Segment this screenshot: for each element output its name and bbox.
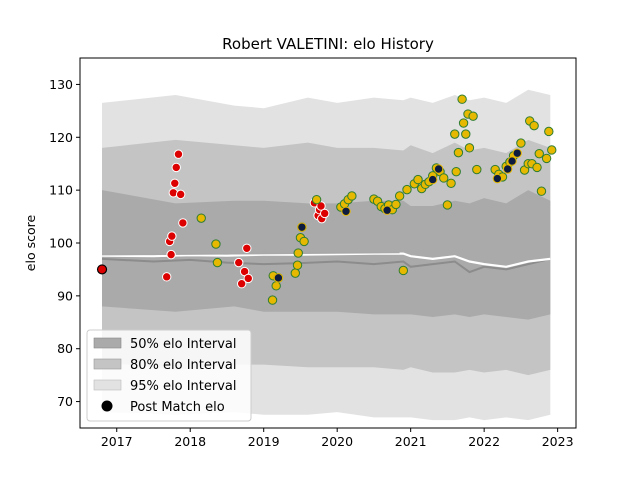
navy-point bbox=[512, 148, 522, 158]
win-point bbox=[267, 295, 278, 305]
win-point bbox=[196, 213, 206, 223]
y-tick-label: 130 bbox=[49, 77, 73, 92]
gray-elo-segment bbox=[101, 251, 400, 256]
loss-point bbox=[167, 231, 177, 241]
win-point bbox=[402, 184, 412, 195]
win-point bbox=[529, 120, 539, 131]
loss-point bbox=[319, 208, 330, 219]
y-tick-label: 70 bbox=[57, 394, 73, 409]
win-point bbox=[461, 129, 471, 139]
legend-label-80: 80% elo Interval bbox=[130, 358, 237, 373]
navy-point bbox=[507, 156, 517, 166]
win-point bbox=[544, 126, 554, 137]
win-point bbox=[534, 148, 544, 159]
x-tick-label: 2022 bbox=[468, 434, 500, 449]
match-points bbox=[96, 94, 557, 305]
y-axis: 70 80 90 100 110 120 130 bbox=[49, 77, 80, 409]
navy-point bbox=[382, 205, 392, 215]
win-point bbox=[547, 145, 557, 155]
chart-title: Robert VALETINI: elo History bbox=[222, 35, 434, 53]
x-tick-label: 2018 bbox=[174, 434, 206, 449]
y-tick-label: 80 bbox=[57, 341, 73, 356]
legend: 50% elo Interval 80% elo Interval 95% el… bbox=[86, 329, 252, 422]
navy-point bbox=[428, 174, 438, 185]
x-tick-label: 2020 bbox=[321, 434, 353, 449]
win-point bbox=[311, 194, 322, 205]
y-tick-label: 110 bbox=[49, 183, 73, 198]
win-point bbox=[292, 260, 303, 270]
loss-point bbox=[316, 201, 326, 211]
win-point bbox=[472, 164, 482, 175]
legend-box bbox=[86, 329, 252, 422]
y-tick-label: 90 bbox=[57, 288, 73, 303]
win-point bbox=[442, 200, 453, 210]
win-point bbox=[453, 147, 464, 158]
win-point bbox=[532, 162, 542, 173]
navy-point bbox=[273, 273, 284, 283]
y-tick-label: 100 bbox=[49, 236, 73, 251]
win-point bbox=[516, 138, 526, 148]
loss-point bbox=[171, 162, 181, 173]
x-tick-label: 2019 bbox=[248, 434, 280, 449]
win-point bbox=[290, 268, 301, 278]
legend-label-post: Post Match elo bbox=[130, 400, 225, 415]
win-point bbox=[299, 236, 309, 247]
navy-point bbox=[433, 164, 444, 174]
legend-swatch-50 bbox=[93, 337, 122, 349]
win-point bbox=[271, 281, 281, 291]
win-point bbox=[457, 94, 467, 104]
win-point bbox=[464, 143, 475, 153]
loss-point bbox=[242, 243, 252, 253]
win-point bbox=[439, 173, 449, 183]
win-point bbox=[398, 265, 409, 276]
legend-swatch-80 bbox=[93, 358, 122, 370]
win-point bbox=[211, 239, 221, 249]
win-point bbox=[536, 186, 547, 196]
navy-point bbox=[492, 173, 503, 184]
win-point bbox=[450, 129, 460, 139]
navy-point bbox=[341, 206, 351, 216]
x-tick-label: 2023 bbox=[542, 434, 574, 449]
x-tick-label: 2021 bbox=[395, 434, 427, 449]
x-axis: 2017 2018 2019 2020 2021 2022 2023 bbox=[101, 428, 574, 449]
win-point bbox=[413, 174, 423, 185]
navy-point bbox=[297, 222, 307, 232]
win-point bbox=[446, 178, 456, 188]
loss-point bbox=[234, 257, 244, 268]
y-axis-label: elo score bbox=[23, 215, 38, 272]
loss-point bbox=[178, 218, 188, 228]
loss-point bbox=[170, 178, 180, 188]
legend-label-95: 95% elo Interval bbox=[130, 379, 237, 394]
loss-point bbox=[236, 279, 247, 289]
win-point bbox=[394, 191, 405, 201]
legend-swatch-95 bbox=[93, 379, 122, 391]
loss-point bbox=[243, 273, 253, 284]
win-point bbox=[541, 153, 552, 164]
loss-point bbox=[175, 189, 186, 200]
win-point bbox=[347, 191, 357, 201]
white-elo-line bbox=[101, 252, 551, 268]
x-tick-label: 2017 bbox=[101, 434, 133, 449]
win-point bbox=[451, 166, 461, 177]
win-point bbox=[293, 248, 303, 258]
win-point bbox=[212, 257, 223, 268]
win-point bbox=[458, 118, 469, 128]
loss-point bbox=[166, 249, 176, 260]
legend-marker-post bbox=[101, 400, 113, 412]
win-point bbox=[468, 111, 478, 121]
loss-point bbox=[173, 149, 184, 159]
win-point bbox=[391, 199, 401, 210]
legend-label-50: 50% elo Interval bbox=[130, 337, 237, 352]
y-tick-label: 120 bbox=[49, 130, 73, 145]
loss-point bbox=[162, 272, 172, 282]
navy-point bbox=[502, 164, 513, 174]
first-post-match-point bbox=[96, 264, 108, 275]
